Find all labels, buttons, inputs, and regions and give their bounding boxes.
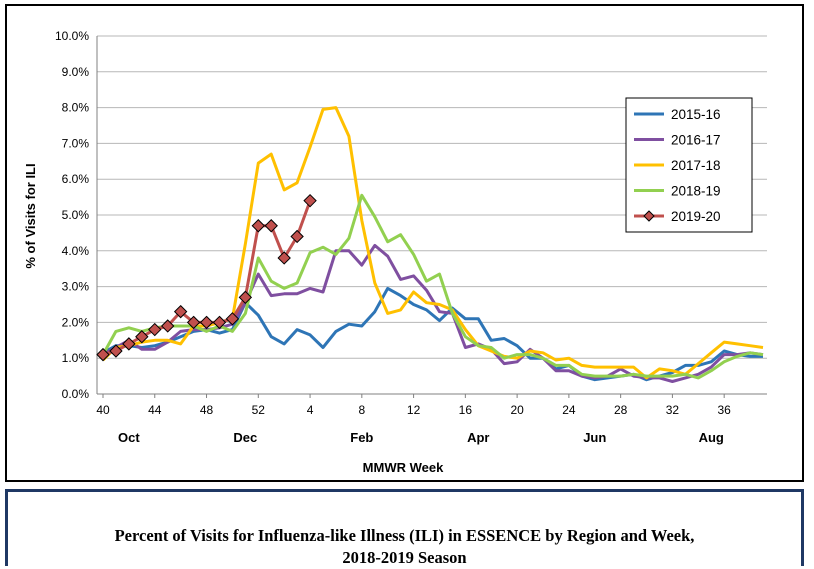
y-tick-label: 1.0%	[62, 351, 90, 365]
y-tick-label: 5.0%	[62, 208, 90, 222]
month-label: Jun	[583, 430, 606, 445]
x-tick-label: 48	[200, 403, 214, 417]
data-point-marker	[303, 193, 317, 208]
y-tick-label: 8.0%	[62, 101, 90, 115]
x-tick-label: 20	[510, 403, 524, 417]
y-tick-label: 7.0%	[62, 136, 90, 150]
month-label: Apr	[467, 430, 489, 445]
y-tick-label: 6.0%	[62, 172, 90, 186]
y-tick-label: 2.0%	[62, 315, 90, 329]
data-point-marker	[238, 290, 253, 305]
x-tick-label: 32	[666, 403, 680, 417]
data-point-marker	[199, 315, 214, 330]
series-line-2018-19	[101, 193, 764, 380]
data-point-marker	[264, 219, 278, 233]
data-point-marker	[109, 344, 123, 358]
data-point-marker	[251, 219, 266, 233]
legend-entry: 2017-18	[671, 158, 721, 173]
series-line-2017-18	[101, 106, 764, 380]
month-label: Oct	[118, 430, 140, 445]
y-tick-label: 3.0%	[62, 280, 90, 294]
x-tick-label: 44	[148, 403, 162, 417]
y-axis-label: % of Visits for ILI	[23, 163, 38, 268]
data-point-marker	[212, 315, 227, 330]
y-tick-label: 4.0%	[62, 244, 90, 258]
x-tick-label: 16	[459, 403, 473, 417]
legend-entry: 2018-19	[671, 184, 721, 199]
y-tick-label: 10.0%	[55, 29, 89, 43]
data-point-marker	[148, 322, 162, 337]
data-point-marker	[160, 319, 175, 333]
data-point-marker	[225, 312, 240, 326]
x-tick-label: 52	[252, 403, 266, 417]
month-label: Feb	[350, 430, 373, 445]
legend-marker	[643, 210, 655, 222]
axes: 0.0% 1.0% 2.0% 3.0% 4.0% 5.0% 6.0% 7.0% 8.0% 9.0%…	[55, 29, 767, 445]
x-tick-label: 24	[562, 403, 576, 417]
x-tick-label: 8	[358, 403, 365, 417]
y-tick-label: 0.0%	[62, 387, 90, 401]
ili-line-chart: 0.0% 1.0% 2.0% 3.0% 4.0% 5.0% 6.0% 7.0% 8.0% 9.0%…	[23, 29, 767, 475]
caption-title: Percent of Visits for Influenza-like Ill…	[8, 525, 801, 569]
caption-line-2: 2018-2019 Season	[342, 548, 467, 567]
x-axis-label: MMWR Week	[363, 460, 444, 475]
chart-frame: 0.0% 1.0% 2.0% 3.0% 4.0% 5.0% 6.0% 7.0% 8.0% 9.0%…	[5, 4, 804, 482]
x-tick-label: 36	[717, 403, 731, 417]
data-point-marker	[135, 330, 149, 344]
data-point-marker	[277, 251, 291, 265]
x-tick-label: 4	[307, 403, 314, 417]
data-point-marker	[96, 347, 110, 362]
month-label: Aug	[699, 430, 724, 445]
data-point-marker	[186, 315, 201, 330]
x-tick-label: 28	[614, 403, 628, 417]
caption-box: Percent of Visits for Influenza-like Ill…	[5, 489, 804, 569]
series-lines	[96, 106, 764, 383]
legend: 2015-16 2016-17 2017-18 2018-19 2019-20	[625, 97, 753, 233]
caption-line-1: Percent of Visits for Influenza-like Ill…	[114, 526, 695, 545]
data-point-marker	[290, 229, 304, 244]
month-label: Dec	[233, 430, 257, 445]
data-point-marker	[173, 304, 188, 319]
data-point-marker	[122, 337, 136, 351]
legend-entry: 2016-17	[671, 133, 721, 148]
legend-entry: 2015-16	[671, 107, 721, 122]
y-tick-label: 9.0%	[62, 65, 90, 79]
x-tick-label: 12	[407, 403, 421, 417]
x-tick-label: 40	[96, 403, 110, 417]
legend-entry: 2019-20	[671, 209, 721, 224]
